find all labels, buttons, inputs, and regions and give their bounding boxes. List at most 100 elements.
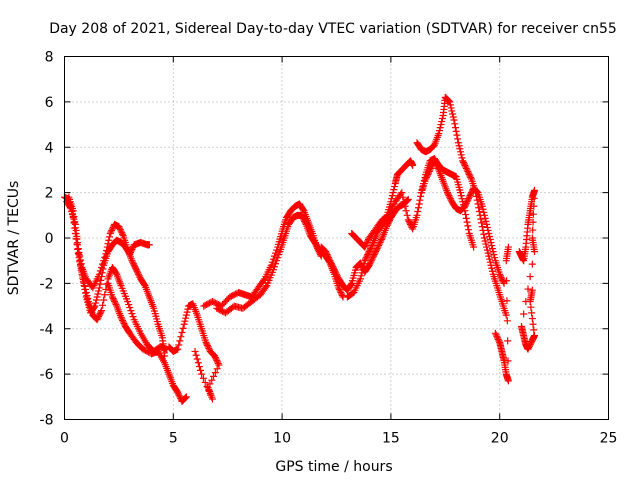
data-point [367, 257, 375, 265]
data-point [409, 161, 417, 169]
data-point [494, 335, 502, 343]
data-point [145, 241, 153, 249]
data-point [213, 357, 221, 365]
data-point [323, 251, 331, 259]
data-point [376, 239, 384, 247]
data-point [298, 211, 306, 219]
data-point [528, 286, 536, 294]
data-point [83, 291, 91, 299]
data-point [528, 309, 536, 317]
data-point [425, 167, 433, 175]
data-point [361, 257, 369, 265]
data-point [483, 243, 491, 251]
data-point [470, 243, 478, 251]
data-point [134, 269, 142, 277]
data-point [134, 270, 142, 278]
data-point [482, 217, 490, 225]
data-point [458, 154, 466, 162]
data-point [115, 223, 123, 231]
data-point [405, 217, 413, 225]
data-point [211, 353, 219, 361]
data-point [467, 189, 475, 197]
data-point [299, 214, 307, 222]
data-point [95, 270, 103, 278]
data-point [361, 243, 369, 251]
data-point [272, 260, 280, 268]
data-point [72, 229, 80, 237]
data-point [465, 169, 473, 177]
data-point [373, 245, 381, 253]
y-tick-label: -2 [40, 276, 54, 292]
data-point [215, 361, 223, 369]
data-point [97, 308, 105, 316]
data-point [201, 378, 209, 386]
data-point [118, 315, 126, 323]
data-point [465, 195, 473, 203]
x-tick-label: 0 [60, 431, 69, 447]
data-point [81, 282, 89, 290]
data-point [490, 251, 498, 259]
data-point [524, 285, 532, 293]
data-point [119, 316, 127, 324]
data-point [108, 293, 116, 301]
data-point [524, 345, 532, 353]
data-point [111, 298, 119, 306]
data-point [92, 296, 100, 304]
data-point [109, 295, 117, 302]
data-point [504, 337, 512, 345]
data-point [359, 266, 367, 274]
y-tick-label: 4 [45, 140, 54, 156]
data-point [527, 339, 535, 347]
data-point [464, 196, 472, 204]
data-point [414, 208, 422, 216]
data-point [443, 189, 451, 197]
data-point [95, 311, 103, 319]
data-point [526, 273, 534, 281]
data-point [214, 360, 222, 368]
data-point [525, 342, 533, 350]
data-point [486, 255, 494, 263]
data-point [204, 343, 212, 351]
data-point [404, 216, 412, 224]
x-tick-label: 5 [169, 431, 178, 447]
data-point [135, 272, 143, 280]
data-point [298, 213, 306, 221]
data-point [463, 218, 471, 226]
data-point [179, 324, 187, 332]
data-point [116, 226, 124, 234]
data-point [324, 252, 332, 260]
data-point [495, 337, 503, 345]
data-point [433, 163, 441, 171]
data-point [99, 301, 107, 309]
data-point [529, 218, 537, 226]
data-point [449, 113, 457, 121]
data-point [486, 232, 494, 240]
data-point [370, 251, 378, 259]
data-point [426, 166, 434, 174]
data-point [73, 235, 81, 243]
data-point [438, 115, 446, 123]
data-point [327, 258, 335, 266]
data-point [359, 263, 367, 271]
data-point [369, 240, 377, 248]
data-point [436, 124, 444, 132]
data-point [335, 284, 343, 292]
data-point [208, 395, 216, 403]
data-point [331, 267, 339, 275]
data-point [389, 189, 397, 197]
data-point [462, 214, 470, 222]
data-point [480, 230, 488, 238]
data-point [403, 211, 411, 219]
data-point [480, 208, 488, 216]
data-point [175, 341, 183, 349]
data-point [402, 207, 410, 215]
data-point [432, 160, 440, 168]
data-point [182, 311, 190, 319]
data-point [128, 310, 136, 318]
data-point [377, 237, 385, 245]
data-point [430, 157, 438, 165]
data-point [108, 225, 116, 233]
data-point [483, 246, 491, 254]
data-point [478, 219, 486, 227]
